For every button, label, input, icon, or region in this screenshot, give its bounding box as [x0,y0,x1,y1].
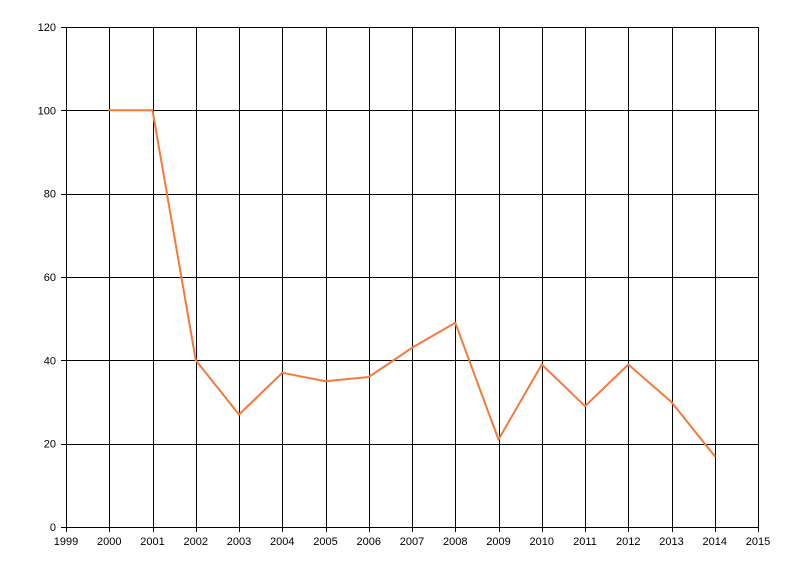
y-tick-label: 120 [38,22,56,34]
data-point [151,109,154,112]
y-tick-label: 0 [50,522,56,534]
x-tick-label: 1999 [54,536,78,548]
x-tick-label: 2014 [703,536,727,548]
x-tick-label: 2008 [443,536,467,548]
y-tick-label: 20 [44,439,56,451]
x-tick-label: 2010 [530,536,554,548]
tick-label-layer: 1999 2000 2001 2002 2003 2004 2005 2006 2007 2008… [38,22,771,548]
x-tick-label: 2012 [616,536,640,548]
data-point [238,413,240,416]
y-tick-label: 60 [44,272,56,284]
series-layer [108,109,716,458]
axis-layer [61,27,759,532]
y-tick-label: 100 [38,105,56,117]
x-tick-label: 2002 [184,536,208,548]
data-point [367,376,370,378]
y-tick-label: 40 [44,355,56,367]
data-point [281,371,284,374]
data-point [713,455,716,458]
data-point [540,363,543,366]
data-point [584,405,586,408]
data-point [497,438,500,441]
x-tick-label: 2004 [270,536,294,548]
x-tick-label: 2003 [227,536,251,548]
grid-layer [66,27,759,527]
x-tick-label: 2007 [400,536,424,548]
data-point [454,321,457,324]
x-tick-label: 2000 [97,536,121,548]
data-point [670,401,673,403]
data-point [194,359,197,362]
x-tick-label: 2009 [486,536,510,548]
x-tick-label: 2015 [746,536,770,548]
data-point [411,346,413,349]
data-point [108,109,111,112]
x-tick-label: 2011 [573,536,597,548]
data-point [324,380,327,383]
x-tick-label: 2006 [357,536,381,548]
x-tick-label: 2013 [659,536,683,548]
data-point [627,363,630,366]
x-tick-label: 2005 [313,536,337,548]
x-tick-label: 2001 [140,536,164,548]
y-tick-label: 80 [44,189,56,201]
